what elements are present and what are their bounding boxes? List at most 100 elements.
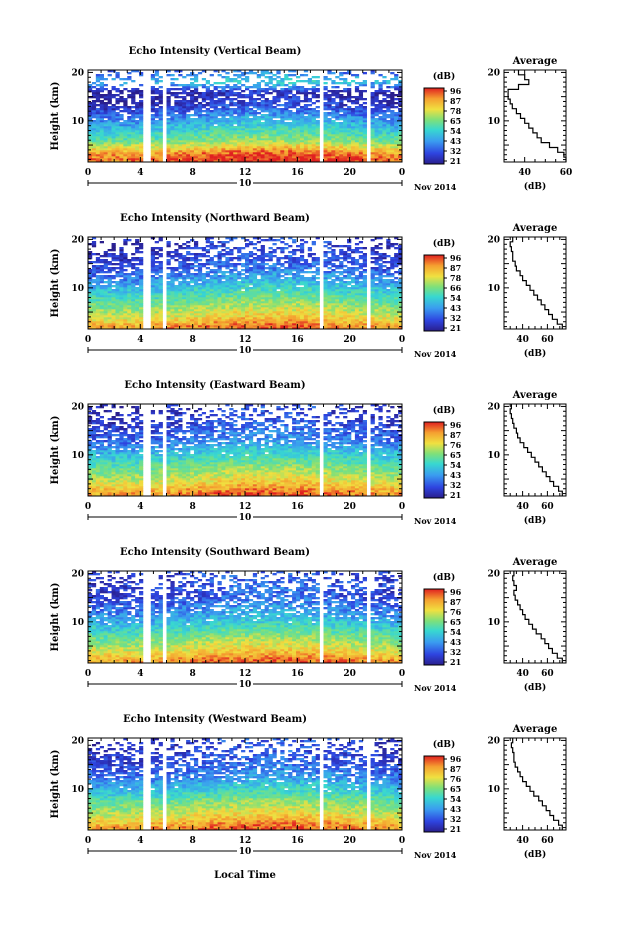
heatmap-cell bbox=[88, 88, 92, 90]
heatmap-cell bbox=[210, 277, 214, 279]
heatmap-cell bbox=[194, 124, 198, 126]
heatmap-cell bbox=[371, 140, 375, 142]
heatmap-cell bbox=[167, 251, 171, 253]
heatmap-cell bbox=[253, 323, 257, 325]
heatmap-cell bbox=[119, 255, 123, 257]
heatmap-cell bbox=[229, 126, 233, 128]
heatmap-cell bbox=[119, 303, 123, 305]
heatmap-cell bbox=[355, 106, 359, 108]
heatmap-cell bbox=[123, 122, 127, 124]
heatmap-cell bbox=[261, 293, 265, 295]
heatmap-cell bbox=[182, 289, 186, 291]
heatmap-cell bbox=[229, 130, 233, 132]
heatmap-cell bbox=[108, 126, 112, 128]
heatmap-cell bbox=[108, 136, 112, 138]
heatmap-cell bbox=[296, 289, 300, 291]
day-label: 10 bbox=[239, 179, 252, 189]
heatmap-cell bbox=[167, 74, 171, 76]
heatmap-cell bbox=[284, 122, 288, 124]
heatmap-cell bbox=[339, 136, 343, 138]
heatmap-cell bbox=[174, 114, 178, 116]
heatmap-cell bbox=[178, 134, 182, 136]
heatmap-cell bbox=[304, 291, 308, 293]
heatmap-cell bbox=[119, 279, 123, 281]
heatmap-cell bbox=[174, 253, 178, 255]
heatmap-cell bbox=[178, 74, 182, 76]
heatmap-cell bbox=[112, 259, 116, 261]
heatmap-cell bbox=[265, 323, 269, 325]
heatmap-cell bbox=[218, 112, 222, 114]
heatmap-cell bbox=[280, 110, 284, 112]
heatmap-cell bbox=[249, 122, 253, 124]
heatmap-cell bbox=[269, 253, 273, 255]
heatmap-cell bbox=[123, 98, 127, 100]
heatmap-cell bbox=[335, 86, 339, 88]
heatmap-cell bbox=[178, 88, 182, 90]
heatmap-cell bbox=[127, 261, 131, 263]
heatmap-cell bbox=[237, 311, 241, 313]
heatmap-cell bbox=[206, 148, 210, 150]
heatmap-cell bbox=[363, 82, 367, 84]
heatmap-cell bbox=[151, 303, 155, 305]
heatmap-cell bbox=[131, 116, 135, 118]
heatmap-cell bbox=[123, 257, 127, 259]
heatmap-cell bbox=[167, 138, 171, 140]
heatmap-cell bbox=[123, 140, 127, 142]
heatmap-cell bbox=[115, 281, 119, 283]
heatmap-cell bbox=[155, 112, 159, 114]
heatmap-cell bbox=[237, 148, 241, 150]
heatmap-cell bbox=[221, 82, 225, 84]
heatmap-cell bbox=[115, 126, 119, 128]
heatmap-cell bbox=[312, 305, 316, 307]
heatmap-cell bbox=[170, 118, 174, 120]
heatmap-cell bbox=[92, 106, 96, 108]
heatmap-cell bbox=[394, 136, 398, 138]
heatmap-cell bbox=[288, 132, 292, 134]
heatmap-cell bbox=[104, 325, 108, 327]
heatmap-cell bbox=[221, 301, 225, 303]
heatmap-cell bbox=[214, 321, 218, 323]
heatmap-cell bbox=[296, 267, 300, 269]
heatmap-cell bbox=[155, 257, 159, 259]
heatmap-cell bbox=[155, 309, 159, 311]
heatmap-cell bbox=[363, 80, 367, 82]
heatmap-cell bbox=[347, 124, 351, 126]
heatmap-cell bbox=[355, 108, 359, 110]
heatmap-cell bbox=[190, 150, 194, 152]
heatmap-cell bbox=[312, 307, 316, 309]
heatmap-cell bbox=[249, 259, 253, 261]
heatmap-cell bbox=[237, 124, 241, 126]
heatmap-cell bbox=[96, 88, 100, 90]
heatmap-cell bbox=[104, 259, 108, 261]
heatmap-cell bbox=[245, 313, 249, 315]
heatmap-cell bbox=[115, 289, 119, 291]
heatmap-cell bbox=[394, 152, 398, 154]
heatmap-cell bbox=[214, 281, 218, 283]
heatmap-cell bbox=[221, 311, 225, 313]
heatmap-cell bbox=[347, 120, 351, 122]
heatmap-cell bbox=[316, 80, 320, 82]
heatmap-cell bbox=[269, 102, 273, 104]
heatmap-cell bbox=[371, 134, 375, 136]
heatmap-cell bbox=[292, 279, 296, 281]
heatmap-cell bbox=[312, 126, 316, 128]
average-profile-line bbox=[508, 70, 566, 162]
heatmap-cell bbox=[280, 90, 284, 92]
heatmap-cell bbox=[108, 74, 112, 76]
heatmap-cell bbox=[194, 287, 198, 289]
heatmap-cell bbox=[304, 301, 308, 303]
heatmap-cell bbox=[159, 120, 163, 122]
heatmap-cell bbox=[198, 124, 202, 126]
heatmap-cell bbox=[123, 291, 127, 293]
heatmap-cell bbox=[178, 295, 182, 297]
heatmap-cell bbox=[265, 154, 269, 156]
heatmap-cell bbox=[386, 114, 390, 116]
heatmap-cell bbox=[288, 299, 292, 301]
heatmap-cell bbox=[115, 267, 119, 269]
heatmap-cell bbox=[92, 241, 96, 243]
heatmap-cell bbox=[284, 305, 288, 307]
heatmap-cell bbox=[378, 148, 382, 150]
heatmap-cell bbox=[272, 255, 276, 257]
heatmap-cell bbox=[284, 285, 288, 287]
heatmap-cell bbox=[112, 277, 116, 279]
